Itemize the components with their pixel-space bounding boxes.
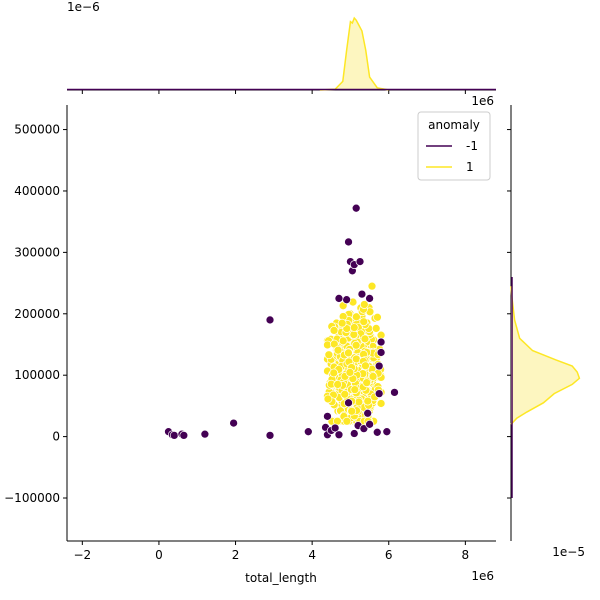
anomaly-point xyxy=(323,411,332,421)
anomaly-point xyxy=(344,398,353,408)
y-tick-label: 0 xyxy=(52,430,60,444)
y-tick-label: −100000 xyxy=(4,491,60,505)
x-axis-label: total_length xyxy=(245,571,317,585)
anomaly-point xyxy=(382,427,392,437)
x-tick-label: 6 xyxy=(385,548,393,562)
right-marginal-offset-label: 1e−5 xyxy=(552,545,585,559)
normal-point xyxy=(367,281,377,291)
anomaly-point xyxy=(265,431,275,440)
anomaly-point xyxy=(179,431,189,440)
y-tick-label: 500000 xyxy=(14,123,60,137)
anomaly-point xyxy=(390,388,399,397)
top-marginal-normal-fill xyxy=(319,18,389,90)
legend-title: anomaly xyxy=(428,118,480,132)
x-tick-label: 4 xyxy=(308,548,316,562)
x-tick-label: −2 xyxy=(73,548,91,562)
normal-point xyxy=(361,361,370,371)
anomaly-point xyxy=(200,429,210,439)
anomaly-point xyxy=(342,295,351,305)
y-tick-label: 400000 xyxy=(14,184,60,198)
normal-point xyxy=(333,380,343,389)
normal-point xyxy=(351,340,361,350)
normal-point xyxy=(333,345,343,355)
anomaly-point xyxy=(372,427,382,437)
anomaly-point xyxy=(169,431,179,440)
normal-point xyxy=(373,312,382,322)
normal-point xyxy=(338,336,348,346)
top-marginal-axes xyxy=(67,16,496,94)
normal-point xyxy=(360,334,370,344)
normal-point xyxy=(359,317,369,327)
top-marginal-offset-label: 1e−6 xyxy=(67,0,100,14)
anomaly-point xyxy=(374,361,384,371)
x-offset-label: 1e6 xyxy=(471,569,494,583)
x-tick-label: 0 xyxy=(155,548,163,562)
normal-point xyxy=(340,389,350,399)
normal-point xyxy=(350,385,360,394)
y-tick-label: 200000 xyxy=(14,307,60,321)
normal-point xyxy=(323,394,333,404)
top-marginal-normal-line xyxy=(319,16,389,91)
anomaly-point xyxy=(357,289,367,299)
anomaly-point xyxy=(359,424,369,433)
normal-point xyxy=(376,399,386,408)
anomaly-point xyxy=(330,423,340,433)
x-tick-label: 2 xyxy=(232,548,240,562)
normal-point xyxy=(371,324,381,333)
normal-point xyxy=(363,396,373,406)
anomaly-point xyxy=(374,389,384,398)
anomaly-point xyxy=(363,408,373,418)
normal-point xyxy=(359,300,369,309)
legend-label: -1 xyxy=(466,139,478,153)
normal-point xyxy=(344,348,353,358)
normal-point xyxy=(368,372,378,381)
legend-box xyxy=(417,111,491,181)
right-marginal-normal-fill xyxy=(511,286,580,425)
right-marginal-axes xyxy=(507,105,581,541)
normal-point xyxy=(329,368,339,378)
normal-point xyxy=(345,368,355,377)
y-tick-label: 300000 xyxy=(14,245,60,259)
y-tick-label: 100000 xyxy=(14,368,60,382)
normal-point xyxy=(347,406,357,416)
anomaly-point xyxy=(365,294,374,303)
anomaly-point xyxy=(344,237,353,247)
normal-point xyxy=(342,416,352,426)
anomaly-point xyxy=(376,337,386,347)
top-marginal-x-offset-label: 1e6 xyxy=(471,94,494,108)
normal-point xyxy=(352,312,361,322)
normal-point xyxy=(329,326,339,335)
legend-label: 1 xyxy=(466,160,474,174)
anomaly-point xyxy=(365,419,374,429)
anomaly-point xyxy=(351,203,361,213)
legend: anomaly -1 1 xyxy=(417,111,491,181)
anomaly-point xyxy=(376,348,386,357)
x-tick-label: 8 xyxy=(462,548,470,562)
anomaly-point xyxy=(355,257,365,266)
anomaly-point xyxy=(265,315,275,325)
normal-point xyxy=(337,318,347,328)
anomaly-point xyxy=(303,427,313,437)
anomaly-point xyxy=(334,294,344,303)
anomaly-point xyxy=(229,418,238,428)
normal-point xyxy=(354,397,364,407)
anomaly-point xyxy=(349,429,359,438)
normal-point xyxy=(324,350,334,360)
normal-point xyxy=(362,378,372,387)
normal-point xyxy=(349,323,359,332)
right-marginal-normal-line xyxy=(510,286,581,425)
anomaly-point xyxy=(334,430,344,440)
main-axes: −2 0 2 4 6 8 −100000 0 100000 200000 300000 400000 5… xyxy=(4,105,496,562)
